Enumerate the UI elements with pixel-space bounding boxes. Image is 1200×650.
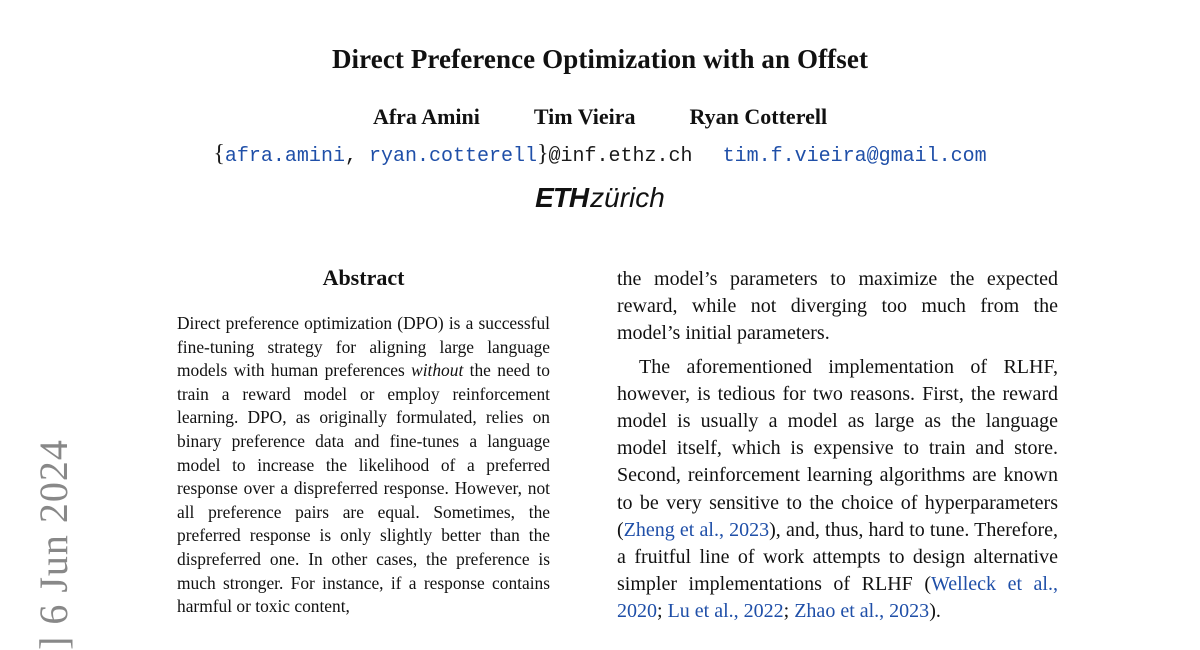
email-link-afra[interactable]: afra.amini: [224, 145, 345, 168]
author-name: Afra Amini: [372, 104, 480, 129]
intro-text: The aforementioned implementation of RLH…: [617, 355, 1058, 541]
abstract-emphasis: without: [411, 360, 464, 381]
intro-text: ).: [929, 600, 941, 623]
eth-zurich-logo: ETHzürich: [0, 182, 1200, 214]
abstract-part: the need to train a reward model or empl…: [177, 360, 550, 617]
logo-eth: ETH: [535, 182, 589, 213]
citation-separator: ;: [657, 600, 668, 623]
author-list: Afra Amini Tim Vieira Ryan Cotterell: [0, 104, 1200, 130]
intro-text: ), and, thus, hard to tune. Therefore, a…: [617, 518, 1059, 596]
intro-paragraph: The aforementioned implementation of RLH…: [617, 354, 1058, 626]
intro-paragraph: the model’s parameters to maximize the e…: [617, 268, 1058, 345]
paper-title: Direct Preference Optimization with an O…: [331, 44, 869, 74]
abstract-part: Direct preference optimization (DPO) is …: [177, 313, 550, 381]
email-brace-close: }: [537, 141, 549, 167]
author-name: Ryan Cotterell: [689, 104, 828, 129]
abstract-text: Direct preference optimization (DPO) is …: [177, 312, 550, 619]
citation-separator: ;: [783, 600, 795, 623]
arxiv-side-stamp: ] 6 Jun 2024: [31, 439, 76, 650]
intro-column: the model’s parameters to maximize the e…: [617, 266, 1058, 626]
logo-zurich: zürich: [590, 182, 665, 213]
email-link-ryan[interactable]: ryan.cotterell: [368, 145, 537, 168]
email-link-tim[interactable]: tim.f.vieira@gmail.com: [722, 145, 987, 168]
citation-link[interactable]: Zhao et al., 2023: [794, 600, 930, 623]
email-separator: ,: [344, 145, 369, 168]
citation-link[interactable]: Lu et al., 2022: [667, 600, 784, 623]
citation-link[interactable]: Zheng et al., 2023: [623, 518, 770, 541]
email-brace-open: {: [213, 141, 225, 167]
abstract-heading: Abstract: [322, 265, 405, 290]
citation-link[interactable]: Welleck et al., 2020: [617, 573, 1058, 623]
author-emails: {afra.amini, ryan.cotterell}@inf.ethz.ch…: [0, 141, 1200, 168]
author-name: Tim Vieira: [533, 104, 636, 129]
email-domain: @inf.ethz.ch: [548, 145, 693, 168]
